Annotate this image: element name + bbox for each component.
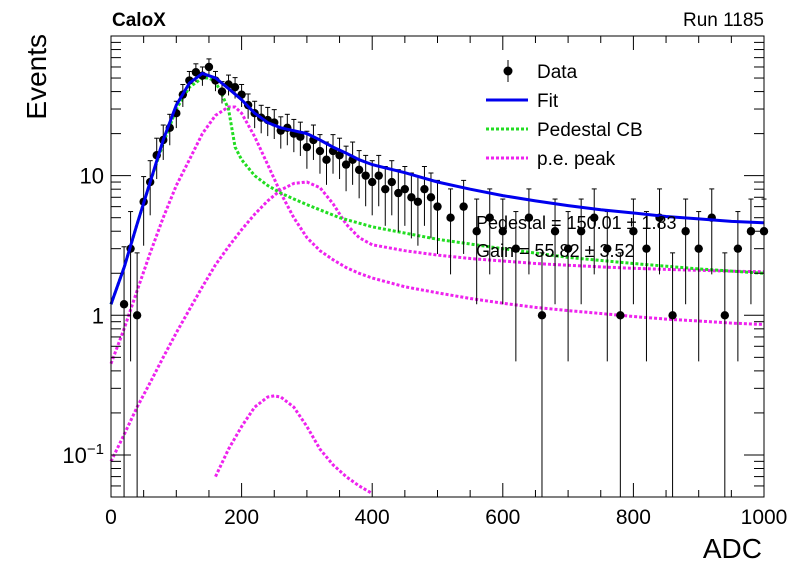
data-point	[413, 197, 423, 206]
data-point	[381, 184, 390, 194]
data-point	[511, 244, 521, 253]
fit-annotation: Gain = 55.82 ± 3.52	[476, 241, 635, 261]
data-point	[746, 227, 756, 236]
data-point	[472, 227, 481, 236]
data-point	[537, 311, 547, 320]
p-e-peak-3-line	[214, 394, 373, 495]
data-point	[498, 227, 507, 236]
legend-label: Data	[537, 62, 578, 83]
data-point	[322, 155, 331, 164]
data-point	[191, 68, 201, 77]
fit-line	[109, 71, 765, 305]
legend-marker	[503, 66, 513, 76]
legend-item-data: Data	[503, 60, 578, 83]
run-label: Run 1185	[683, 10, 764, 31]
data-point	[296, 132, 305, 141]
data-point	[524, 213, 534, 222]
axes: 0 200 400 600 800 1000 10−1 1 10	[62, 35, 788, 529]
data-point	[302, 142, 312, 152]
data-point	[433, 202, 442, 211]
data-point	[315, 146, 325, 156]
experiment-label: CaloX	[112, 10, 166, 31]
data-point	[590, 213, 599, 222]
data-point	[374, 171, 383, 180]
x-tick-label: 400	[355, 506, 390, 529]
pe-peak-curves	[109, 105, 765, 495]
data-point	[400, 184, 410, 194]
data-point	[354, 165, 364, 175]
data-point	[668, 311, 677, 320]
data-point	[459, 202, 468, 211]
data-point	[446, 213, 455, 222]
legend-item-fit: Fit	[486, 91, 559, 112]
data-point	[407, 193, 416, 202]
data-point	[733, 244, 743, 253]
data-point	[720, 311, 730, 320]
legend-item-p-e-peak: p.e. peak	[486, 149, 616, 170]
data-point	[394, 188, 403, 198]
data-point	[629, 227, 638, 236]
data-point	[341, 160, 351, 169]
data-point	[426, 193, 436, 202]
legend-item-pedestal-cb: Pedestal CB	[486, 120, 643, 141]
data-point	[204, 62, 214, 72]
legend: Data Fit Pedestal CB p.e. peak	[486, 60, 643, 170]
data-point	[230, 82, 240, 92]
data-point	[550, 227, 560, 236]
data-point	[576, 227, 586, 236]
data-point	[361, 171, 370, 180]
data-point	[335, 151, 344, 160]
legend-label: Pedestal CB	[537, 120, 643, 141]
data-point	[217, 87, 227, 96]
legend-label: Fit	[537, 91, 559, 112]
x-tick-label: 600	[485, 506, 520, 529]
data-point	[368, 177, 377, 187]
p-e-peak-1-line	[109, 105, 765, 365]
data-point	[642, 244, 651, 253]
legend-label: p.e. peak	[537, 149, 616, 170]
data-point	[563, 244, 573, 253]
x-axis-label: ADC	[703, 533, 762, 564]
x-tick-label: 1000	[741, 506, 788, 529]
x-tick-label: 800	[616, 506, 651, 529]
y-tick-label: 10−1	[62, 441, 104, 468]
data-points	[119, 58, 769, 497]
data-point	[681, 227, 690, 236]
data-point	[603, 244, 612, 253]
data-point	[485, 213, 494, 222]
fit-curve	[109, 71, 765, 305]
y-tick-label: 1	[92, 303, 104, 328]
y-axis-label: Events	[21, 34, 52, 120]
data-point	[616, 311, 625, 320]
x-tick-label: 200	[224, 506, 259, 529]
data-point	[420, 184, 429, 194]
y-tick-label: 10	[80, 164, 104, 189]
p-e-peak-2-line	[109, 180, 765, 463]
fit-annotation: Pedestal = 150.01 ± 1.83	[476, 213, 677, 233]
data-point	[694, 244, 703, 253]
fit-annotations: Pedestal = 150.01 ± 1.83 Gain = 55.82 ± 3…	[476, 213, 677, 261]
data-point	[119, 300, 129, 309]
data-point	[387, 177, 396, 187]
data-point	[132, 311, 142, 320]
x-tick-label: 0	[105, 506, 117, 529]
